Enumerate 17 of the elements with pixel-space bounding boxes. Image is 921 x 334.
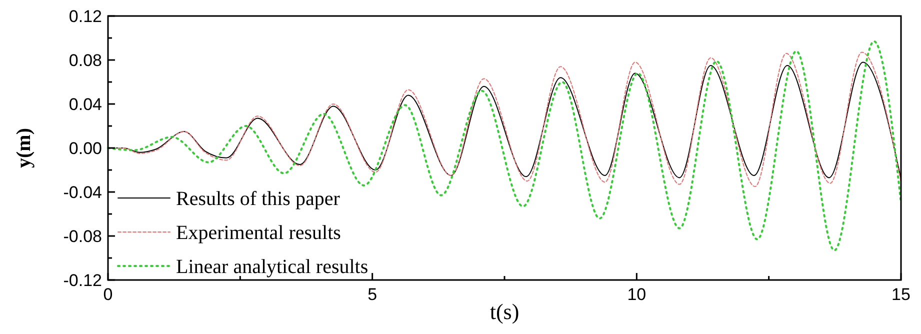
y-axis-title: y(m) — [13, 128, 35, 168]
y-tick-label: -0.04 — [63, 182, 102, 202]
x-tick-label: 10 — [627, 285, 646, 304]
y-tick-label: -0.08 — [63, 226, 102, 246]
legend-label: Linear analytical results — [176, 256, 368, 278]
line-series — [107, 40, 902, 252]
y-tick-label: 0.08 — [68, 50, 102, 70]
legend-label: Results of this paper — [176, 188, 340, 210]
legend-label: Experimental results — [176, 222, 342, 244]
y-tick-label: 0.04 — [68, 94, 102, 114]
y-tick-label: -0.12 — [63, 270, 102, 290]
y-tick-label: 0.12 — [68, 6, 102, 26]
x-tick-label: 0 — [103, 285, 113, 304]
x-tick-label: 5 — [368, 285, 378, 304]
x-tick-label: 15 — [892, 285, 910, 304]
y-tick-label: 0.00 — [68, 138, 102, 158]
x-axis-title: t(s) — [490, 299, 520, 324]
